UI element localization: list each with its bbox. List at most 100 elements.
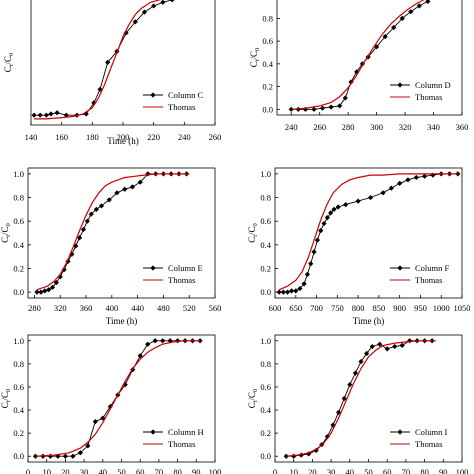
- x-tick-label: 10: [42, 467, 51, 474]
- x-tick-label: 320: [54, 303, 67, 313]
- plot-frame: [27, 167, 216, 299]
- data-point: [152, 338, 158, 344]
- y-title-part: /C: [3, 56, 13, 65]
- legend-label: Column I: [415, 427, 448, 437]
- y-title-sub: 0: [8, 53, 15, 56]
- y-title-sub: 0: [5, 223, 12, 226]
- plot-frame: [274, 167, 463, 299]
- data-point: [132, 19, 138, 25]
- data-point: [80, 226, 87, 233]
- y-tick-label: 0.6: [260, 216, 271, 226]
- data-point: [88, 211, 94, 217]
- y-title-part: /C: [247, 392, 257, 401]
- x-tick-label: 750: [331, 303, 344, 313]
- legend-label: Thomas: [168, 439, 195, 449]
- y-title-sub: t: [252, 400, 259, 402]
- data-point: [328, 104, 334, 110]
- y-axis-title: Ct/C0: [247, 389, 259, 409]
- y-tick-label: 1.0: [13, 169, 24, 179]
- y-tick-label: 0.0: [260, 287, 271, 297]
- data-point: [407, 338, 413, 344]
- data-point: [364, 350, 370, 357]
- legend-label: Column F: [415, 263, 450, 273]
- y-title-sub: t: [5, 235, 12, 237]
- y-tick-label: 0.2: [260, 263, 271, 273]
- data-point: [284, 289, 291, 295]
- x-tick-label: 360: [456, 122, 469, 132]
- x-tick-label: 50: [364, 467, 373, 474]
- x-tick-label: 180: [86, 132, 99, 142]
- data-point: [321, 220, 327, 227]
- model-curve: [35, 340, 200, 457]
- data-line: [34, 0, 173, 116]
- data-point: [114, 190, 120, 196]
- x-tick-label: 40: [99, 467, 108, 474]
- data-point: [331, 206, 337, 212]
- data-point: [352, 370, 359, 376]
- y-tick-label: 0.4: [262, 59, 273, 69]
- x-tick-label: 480: [157, 303, 170, 313]
- y-tick-label: 0.8: [260, 193, 271, 203]
- chart-panel-1: 140 160 180 200 220 240 260 Time (h) Ct/C0 Column…: [3, 0, 221, 146]
- data-point: [43, 112, 49, 118]
- x-tick-label: 850: [373, 303, 386, 313]
- x-tick-label: 20: [308, 467, 317, 474]
- data-point: [293, 288, 299, 294]
- data-point: [47, 453, 54, 459]
- data-point: [399, 15, 405, 22]
- data-point: [324, 215, 330, 221]
- y-axis-title: Ct/C0: [247, 223, 259, 243]
- y-tick-label: 0.2: [262, 82, 273, 92]
- data-point: [105, 59, 111, 66]
- x-tick-label: 60: [383, 467, 392, 474]
- y-axis-title: Ct/C0: [0, 389, 12, 409]
- data-point: [313, 447, 319, 454]
- data-point: [367, 194, 374, 201]
- x-tick-label: 340: [427, 122, 440, 132]
- data-point: [106, 197, 112, 203]
- legend-label: Thomas: [168, 275, 195, 285]
- x-axis-title: Time (h): [107, 136, 138, 146]
- plot-area: [32, 338, 203, 459]
- y-tick-label: 0.0: [13, 287, 24, 297]
- data-point: [98, 203, 105, 209]
- y-tick-label: 0.6: [13, 216, 24, 226]
- data-point: [358, 358, 364, 365]
- data-point: [46, 287, 52, 293]
- data-point: [430, 172, 436, 178]
- data-point: [355, 198, 361, 204]
- data-point: [343, 202, 349, 208]
- data-point: [276, 289, 282, 295]
- chart-panel-4: 600 650 700 750 800 850 900 950 1000 1050 0.0 0.2 0.…: [247, 167, 471, 326]
- data-point: [48, 111, 54, 117]
- data-point: [137, 353, 143, 359]
- legend-label: Thomas: [168, 102, 195, 112]
- y-tick-label: 0.2: [13, 428, 24, 438]
- y-axis-title: Ct/C0: [3, 53, 15, 73]
- y-tick-label: 0.0: [13, 451, 24, 461]
- data-point: [160, 0, 166, 5]
- y-tick-label: 1.0: [13, 336, 24, 346]
- data-point: [359, 61, 365, 67]
- chart-panel-6: 0 10 20 30 40 50 60 70 80 90 100 0.0 0.2 0.4 0.6 0.8 1.0…: [247, 334, 468, 474]
- x-tick-label: 20: [61, 467, 70, 474]
- y-tick-label: 0.2: [13, 263, 24, 273]
- y-axis-title: Ct/C0: [0, 223, 12, 243]
- data-point: [330, 422, 336, 428]
- data-point: [77, 450, 83, 456]
- model-curve: [36, 173, 190, 291]
- data-point: [405, 177, 411, 183]
- y-title-part: /C: [0, 392, 10, 401]
- data-point: [65, 258, 71, 264]
- y-tick-label: 0.4: [13, 240, 24, 250]
- x-tick-label: 360: [80, 303, 93, 313]
- data-point: [291, 453, 297, 459]
- legend-label: Column C: [168, 90, 204, 100]
- x-tick-label: 300: [370, 122, 383, 132]
- data-point: [42, 288, 48, 294]
- x-tick-label: 10: [289, 467, 298, 474]
- y-title-sub: 0: [252, 223, 259, 226]
- y-title-part: C: [0, 237, 10, 243]
- data-point: [455, 171, 461, 177]
